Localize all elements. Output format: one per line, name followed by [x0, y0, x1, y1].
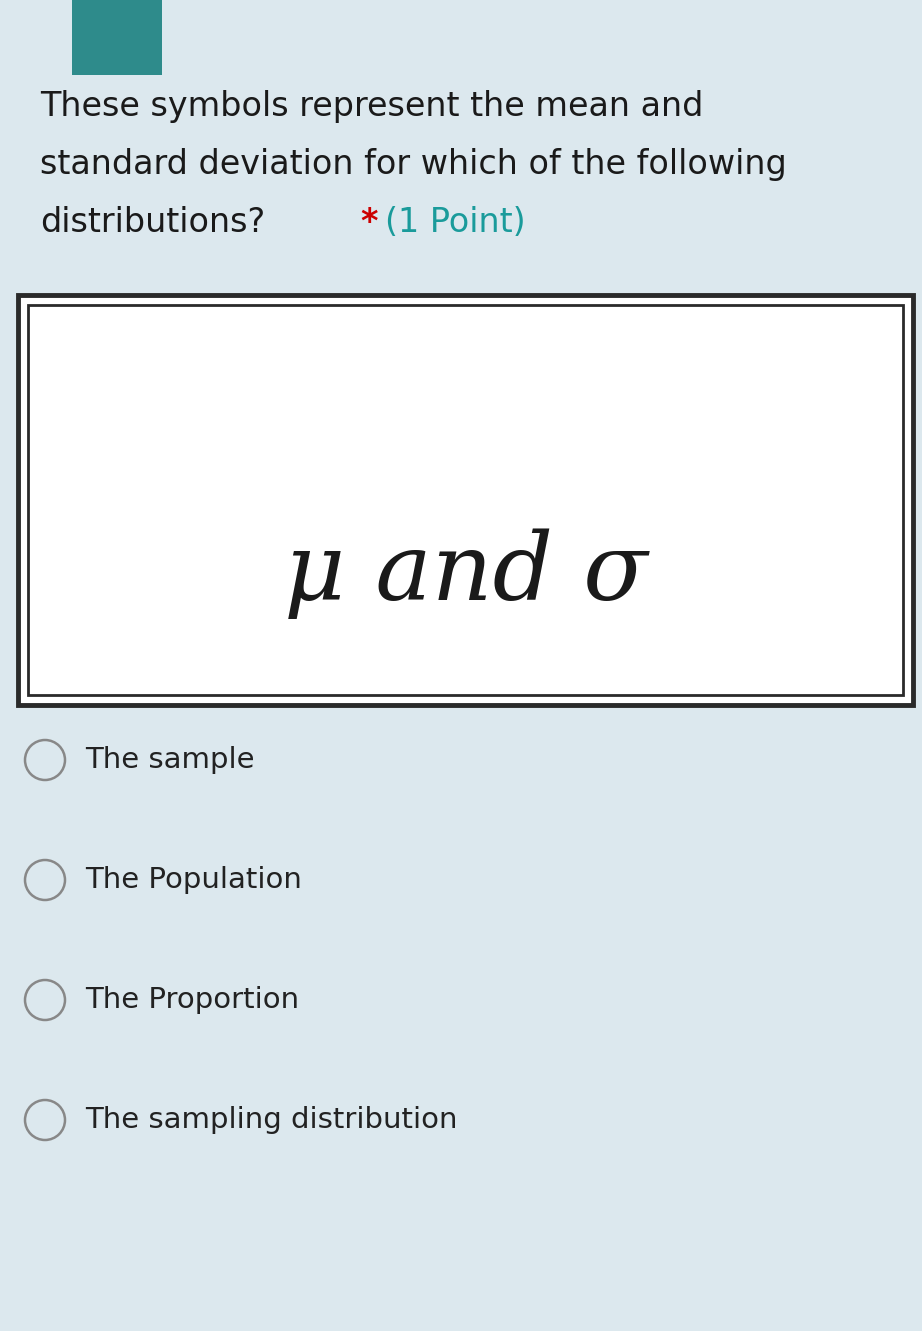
Bar — [72, 0, 162, 75]
Text: *: * — [360, 206, 377, 240]
Bar — [28, 305, 903, 695]
Text: The sample: The sample — [85, 745, 254, 775]
Text: These symbols represent the mean and: These symbols represent the mean and — [40, 91, 703, 122]
Text: (1 Point): (1 Point) — [385, 206, 526, 240]
Text: The Proportion: The Proportion — [85, 986, 299, 1014]
Bar — [18, 295, 913, 705]
Text: The sampling distribution: The sampling distribution — [85, 1106, 457, 1134]
Text: μ and σ: μ and σ — [284, 528, 647, 619]
Text: distributions?: distributions? — [40, 206, 266, 240]
Text: The Population: The Population — [85, 866, 301, 894]
Text: standard deviation for which of the following: standard deviation for which of the foll… — [40, 148, 786, 181]
